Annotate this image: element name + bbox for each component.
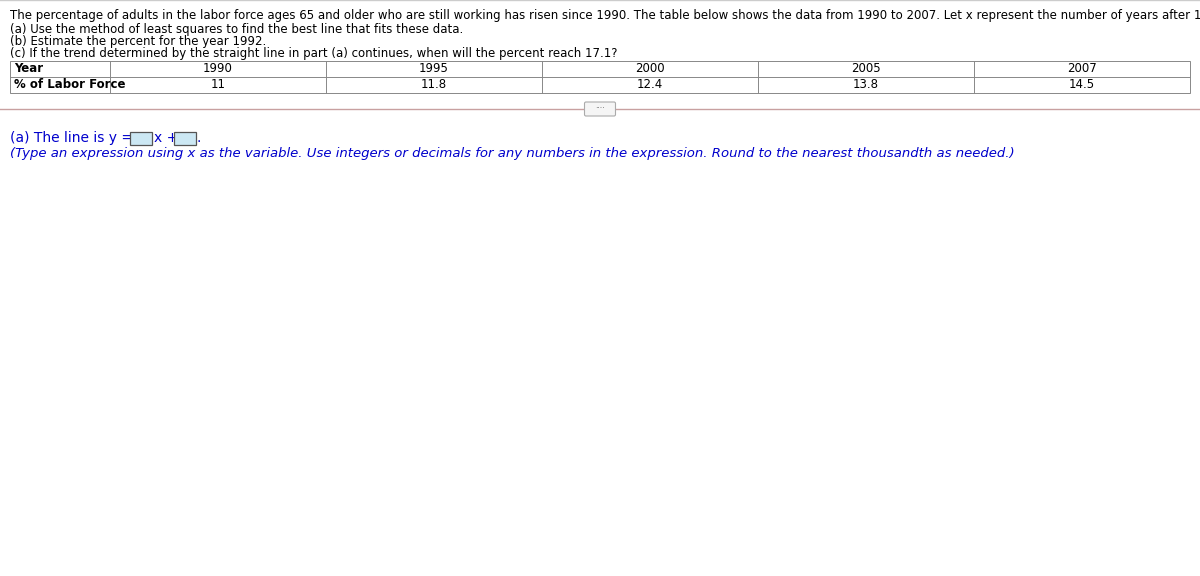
Text: 2007: 2007 xyxy=(1067,63,1097,75)
Text: 2005: 2005 xyxy=(851,63,881,75)
Text: ····: ···· xyxy=(595,104,605,113)
Text: 2000: 2000 xyxy=(635,63,665,75)
Bar xyxy=(10,61,1190,93)
Text: (a) Use the method of least squares to find the best line that fits these data.: (a) Use the method of least squares to f… xyxy=(10,23,463,36)
Text: (c) If the trend determined by the straight line in part (a) continues, when wil: (c) If the trend determined by the strai… xyxy=(10,47,618,60)
Text: 12.4: 12.4 xyxy=(637,78,664,92)
Bar xyxy=(130,132,152,145)
Text: 1990: 1990 xyxy=(203,63,233,75)
Text: 13.8: 13.8 xyxy=(853,78,878,92)
Text: .: . xyxy=(197,131,202,145)
Text: (Type an expression using x as the variable. Use integers or decimals for any nu: (Type an expression using x as the varia… xyxy=(10,147,1015,160)
Text: % of Labor Force: % of Labor Force xyxy=(14,78,126,92)
Text: 11.8: 11.8 xyxy=(421,78,448,92)
Text: 1995: 1995 xyxy=(419,63,449,75)
Text: 14.5: 14.5 xyxy=(1069,78,1096,92)
Text: Year: Year xyxy=(14,63,43,75)
Text: (a) The line is y =: (a) The line is y = xyxy=(10,131,137,145)
Text: (b) Estimate the percent for the year 1992.: (b) Estimate the percent for the year 19… xyxy=(10,35,266,48)
FancyBboxPatch shape xyxy=(584,102,616,116)
Text: x +: x + xyxy=(154,131,182,145)
Bar xyxy=(174,132,196,145)
Bar xyxy=(10,61,1190,93)
Text: 11: 11 xyxy=(210,78,226,92)
Text: The percentage of adults in the labor force ages 65 and older who are still work: The percentage of adults in the labor fo… xyxy=(10,9,1200,22)
